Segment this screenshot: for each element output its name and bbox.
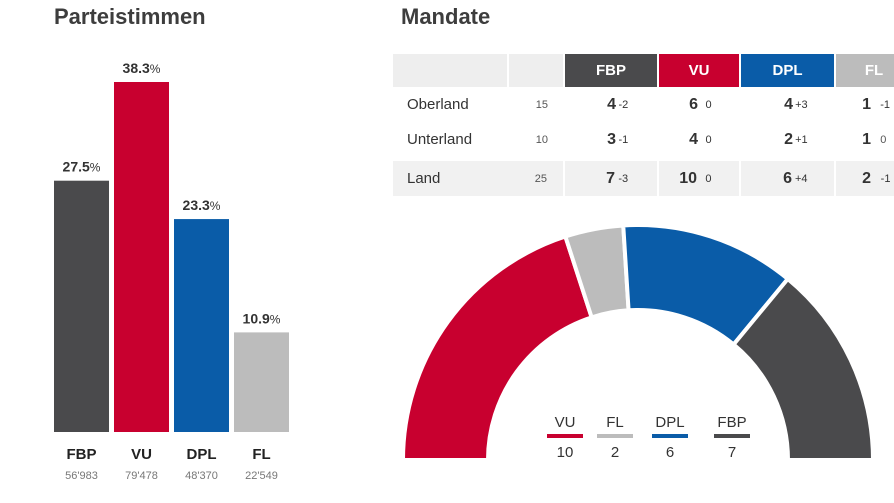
legend-item-vu: VU 10 [543,414,587,461]
column-header-fbp: FBP [564,54,659,87]
legend-item-dpl: DPL 6 [648,414,692,461]
legend-item-fl: FL 2 [593,414,637,461]
seat-count: 1 [862,95,871,113]
seat-count: 2 [784,130,793,148]
legend-party-name: DPL [655,414,685,431]
bar-vu [114,82,169,432]
seat-change: -2 [618,98,629,111]
bar-vote-count: 56'983 [65,470,98,482]
bar-value-label: 27.5% [63,159,101,175]
seat-count: 6 [783,169,792,187]
seat-cell: 6 +4 [739,157,835,196]
legend-swatch [547,434,583,438]
legend-seat-count: 6 [665,444,675,461]
seat-count: 6 [689,95,698,113]
legend-swatch [714,434,750,438]
legend-swatch [597,434,633,438]
seat-change: +4 [794,172,808,185]
bar-vote-count: 22'549 [245,470,278,482]
arc-segment-vu [400,233,595,462]
seat-change: 0 [880,133,887,146]
region-name: Unterland [407,131,473,148]
column-header-fl: FL [835,54,894,87]
seat-cell: 3 -1 [564,122,658,159]
mandate-table-header-row: FBP VU DPL FL [393,54,894,87]
seat-count: 4 [784,95,793,113]
seat-count: 2 [862,169,871,187]
bar-dpl [174,219,229,432]
bar-category-label: DPL [187,446,217,463]
seat-cell: 2 -1 [834,157,894,196]
column-header-vu: VU [658,54,741,87]
header-blank [508,54,565,87]
legend-seat-count: 7 [727,444,737,461]
header-blank [393,54,509,87]
mandate-half-donut-chart [400,223,876,462]
bar-fbp [54,180,109,432]
region-seat-total: 15 [535,98,548,111]
seat-cell: 1 -1 [835,87,894,122]
seat-count: 3 [607,130,616,148]
seat-change: 0 [705,172,712,185]
seat-cell: 7 -3 [563,157,658,196]
table-row-total: Land 25 7 -3 10 0 6 +4 2 -1 [393,157,894,196]
legend-seat-count: 2 [610,444,620,461]
seat-count: 1 [862,130,871,148]
bar-fl [234,332,289,432]
mandate-section-title: Mandate [401,4,491,29]
region-name: Oberland [407,96,469,113]
seat-change: +3 [795,98,808,111]
seat-cell: 4 +3 [740,87,835,122]
party-votes-bar-chart: 27.5% FBP 56'983 38.3% VU 79'478 23.3% DPL 48'37… [54,60,289,482]
legend-party-name: VU [554,414,576,431]
bar-category-label: FL [252,446,270,463]
bar-value-label: 38.3% [123,60,161,76]
legend-swatch [652,434,688,438]
bar-vote-count: 79'478 [125,470,158,482]
legend-item-fbp: FBP 7 [710,414,754,461]
bar-category-label: FBP [67,446,97,463]
seat-count: 7 [606,169,615,187]
bar-category-label: VU [131,446,152,463]
seat-change: 0 [705,133,712,146]
region-name: Land [393,157,508,196]
legend-party-name: FL [606,414,624,431]
seat-cell: 10 0 [657,157,740,196]
seat-change: +1 [795,133,808,146]
legend-party-name: FBP [717,414,747,431]
legend-seat-count: 10 [556,444,574,461]
seat-count: 4 [689,130,698,148]
arc-segment-fbp [730,276,876,462]
seat-cell: 4 -2 [564,87,658,122]
seat-change: -1 [880,98,891,111]
seat-change: -1 [618,133,629,146]
bar-vote-count: 48'370 [185,470,218,482]
seat-change: -1 [880,172,891,185]
bar-value-label: 10.9% [243,310,281,326]
seat-cell: 2 +1 [740,122,835,159]
region-seat-total: 10 [535,133,548,146]
votes-section-title: Parteistimmen [54,4,206,29]
seat-count: 4 [607,95,616,113]
seat-change: -3 [618,172,629,185]
column-header-dpl: DPL [740,54,836,87]
region-seat-total: 25 [508,157,564,196]
seat-count: 10 [679,169,697,187]
seat-change: 0 [705,98,712,111]
bar-value-label: 23.3% [183,197,221,213]
